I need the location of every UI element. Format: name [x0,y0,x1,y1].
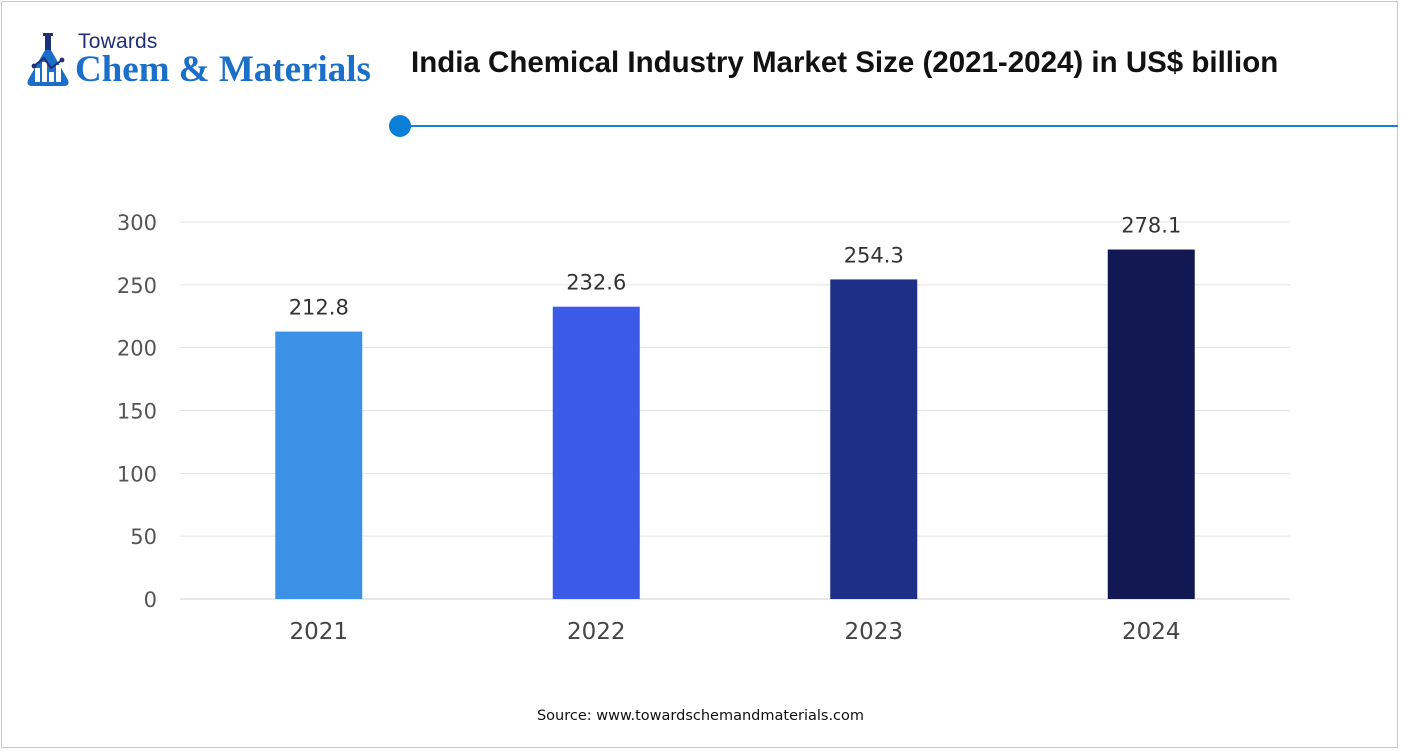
y-tick-label: 50 [130,525,157,549]
brand-main-text: Chem & Materials [75,49,371,90]
flask-chart-icon [27,33,69,86]
y-tick-label: 250 [117,274,157,298]
x-tick-label: 2021 [289,619,348,645]
x-tick-label: 2022 [567,619,626,645]
data-label: 212.8 [289,296,349,320]
chart-title: India Chemical Industry Market Size (202… [411,46,1279,79]
header-divider-line [400,125,1398,127]
brand-logo: Towards Chem & Materials [22,28,392,90]
y-tick-label: 300 [117,211,157,235]
x-tick-label: 2023 [844,619,903,645]
y-tick-label: 200 [117,337,157,361]
x-tick-label: 2024 [1122,619,1181,645]
y-tick-label: 0 [144,588,157,612]
y-tick-label: 100 [117,462,157,486]
brand-top-text: Towards [78,30,158,53]
data-label: 232.6 [566,271,626,295]
bar-2023 [830,279,918,599]
data-label: 254.3 [844,243,904,267]
bar-2022 [552,306,640,599]
data-label: 278.1 [1121,214,1181,238]
y-tick-label: 150 [117,400,157,424]
bar-2024 [1107,249,1195,599]
bar-2021 [275,331,363,599]
header-divider-dot [389,115,411,137]
source-note: Source: www.towardschemandmaterials.com [536,708,865,724]
